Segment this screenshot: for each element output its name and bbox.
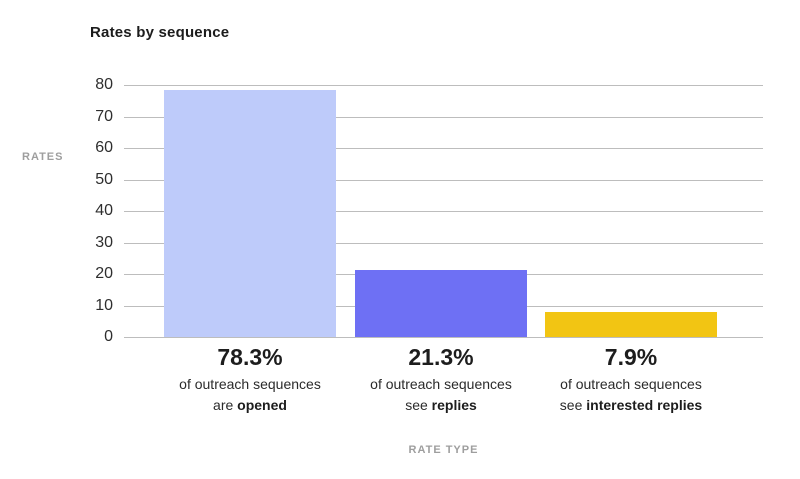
y-tick-label-0: 0 [104,328,113,345]
gridline [124,148,763,149]
bar-caption-2: 21.3% of outreach sequences see replies [370,344,512,416]
gridline [124,211,763,212]
y-tick-label-70: 70 [95,107,113,125]
bar-caption-line: see replies [405,397,477,413]
bar-caption-line: see interested replies [559,397,703,413]
y-tick-label-60: 60 [95,139,113,156]
gridline [124,116,763,118]
y-tick-label-10: 10 [95,296,113,314]
y-axis-title: RATES [22,151,64,163]
bar-caption-line: of outreach sequences [179,376,321,392]
y-tick-label-80: 80 [95,76,113,93]
bar-3 [545,312,717,337]
bar-caption-line: are opened [213,397,287,413]
gridline [124,242,763,244]
bar-caption-1: 78.3% of outreach sequences are opened [179,344,321,416]
bar-value-label: 7.9% [604,344,658,370]
bar-1 [164,90,336,337]
gridline [124,85,763,86]
bar-caption-line: of outreach sequences [370,376,512,392]
plot-area [124,85,763,338]
gridline [124,179,763,181]
gridline [124,337,763,338]
bar-2 [355,269,527,337]
y-tick-label-50: 50 [95,170,113,188]
chart-title: Rates by sequence [90,24,230,41]
x-axis-title: RATE TYPE [408,444,479,456]
bar-value-label: 78.3% [217,344,283,370]
bar-caption-line: of outreach sequences [560,376,702,392]
bar-caption-3: 7.9% of outreach sequences see interested … [560,344,702,416]
y-tick-label-20: 20 [95,265,113,282]
y-tick-label-30: 30 [95,233,113,251]
y-tick-label-40: 40 [95,202,113,219]
bar-value-label: 21.3% [408,344,474,370]
